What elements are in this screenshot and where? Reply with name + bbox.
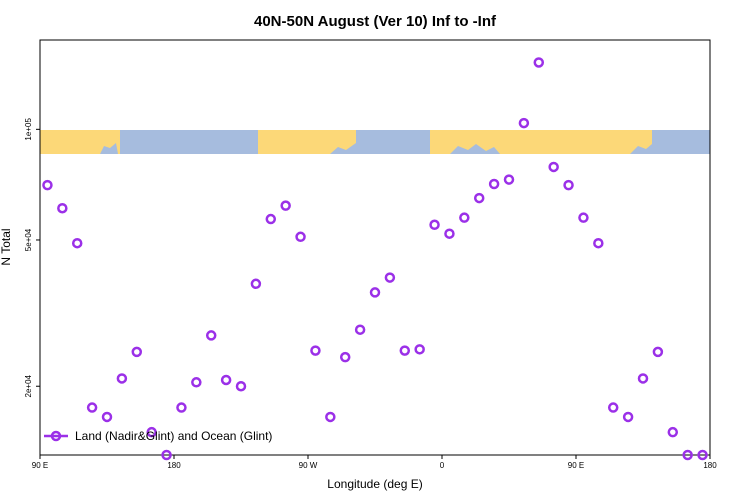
x-tick-label: 0 xyxy=(440,461,445,470)
y-tick-label: 1e+05 xyxy=(24,118,33,141)
data-point xyxy=(533,57,545,68)
data-point xyxy=(146,426,157,438)
y-axis-ticks: 2e+04 5e+04 1e+05 xyxy=(24,118,40,397)
data-point xyxy=(652,346,664,358)
data-point xyxy=(86,402,98,413)
chart-title: 40N-50N August (Ver 10) Inf to -Inf xyxy=(254,13,497,30)
data-point xyxy=(250,278,262,290)
data-point xyxy=(220,374,232,386)
y-axis-label: N Total xyxy=(0,228,13,265)
data-point xyxy=(57,202,68,214)
data-point xyxy=(339,351,351,363)
data-point xyxy=(548,161,559,173)
data-point xyxy=(563,179,574,191)
data-points xyxy=(42,57,708,461)
legend-label: Land (Nadir&Glint) and Ocean (Glint) xyxy=(75,429,272,443)
data-point xyxy=(488,178,500,190)
data-point xyxy=(473,192,485,204)
y-tick-label: 5e+04 xyxy=(24,228,33,251)
map-land-coast-asia xyxy=(630,144,652,154)
data-point xyxy=(280,200,291,211)
data-point xyxy=(176,402,187,413)
data-point xyxy=(399,345,411,356)
data-point xyxy=(414,344,425,355)
x-tick-label: 90 E xyxy=(568,461,584,470)
data-point xyxy=(384,272,396,283)
data-point xyxy=(593,237,604,249)
map-land-med xyxy=(450,144,500,154)
x-tick-label: 180 xyxy=(703,461,717,470)
data-point xyxy=(637,373,649,384)
data-point xyxy=(116,373,128,384)
x-axis-label: Longitude (deg E) xyxy=(327,477,422,491)
data-point xyxy=(459,212,470,223)
x-tick-label: 90 W xyxy=(299,461,318,470)
data-point xyxy=(429,219,440,231)
map-land-japan xyxy=(100,143,118,154)
data-point xyxy=(518,117,530,129)
legend-marker xyxy=(50,430,62,442)
data-point xyxy=(205,330,217,341)
data-point xyxy=(503,174,515,185)
data-point xyxy=(191,377,202,388)
data-point xyxy=(667,426,679,438)
data-point xyxy=(295,231,306,243)
plot-frame xyxy=(39,39,711,456)
data-point xyxy=(444,228,455,239)
legend: Land (Nadir&Glint) and Ocean (Glint) xyxy=(44,429,272,443)
data-point xyxy=(161,449,172,461)
data-point xyxy=(71,237,83,249)
data-point xyxy=(578,212,589,223)
data-point xyxy=(42,179,53,191)
x-axis-ticks: 90 E 180 90 W 0 90 E 180 xyxy=(32,455,717,470)
data-point xyxy=(622,411,634,423)
x-tick-label: 90 E xyxy=(32,461,48,470)
data-point xyxy=(697,449,708,461)
y-tick-label: 2e+04 xyxy=(24,374,33,397)
data-point xyxy=(101,411,113,423)
data-point xyxy=(265,213,277,225)
background-map-strip xyxy=(40,130,710,154)
x-tick-label: 180 xyxy=(167,461,181,470)
map-land-coast-na xyxy=(330,143,356,154)
data-point xyxy=(354,324,366,335)
data-point xyxy=(682,449,693,461)
data-point xyxy=(369,287,381,298)
data-point xyxy=(325,411,336,423)
data-point xyxy=(607,402,619,413)
data-point xyxy=(131,346,143,358)
data-point xyxy=(310,345,321,356)
data-point xyxy=(235,380,247,392)
